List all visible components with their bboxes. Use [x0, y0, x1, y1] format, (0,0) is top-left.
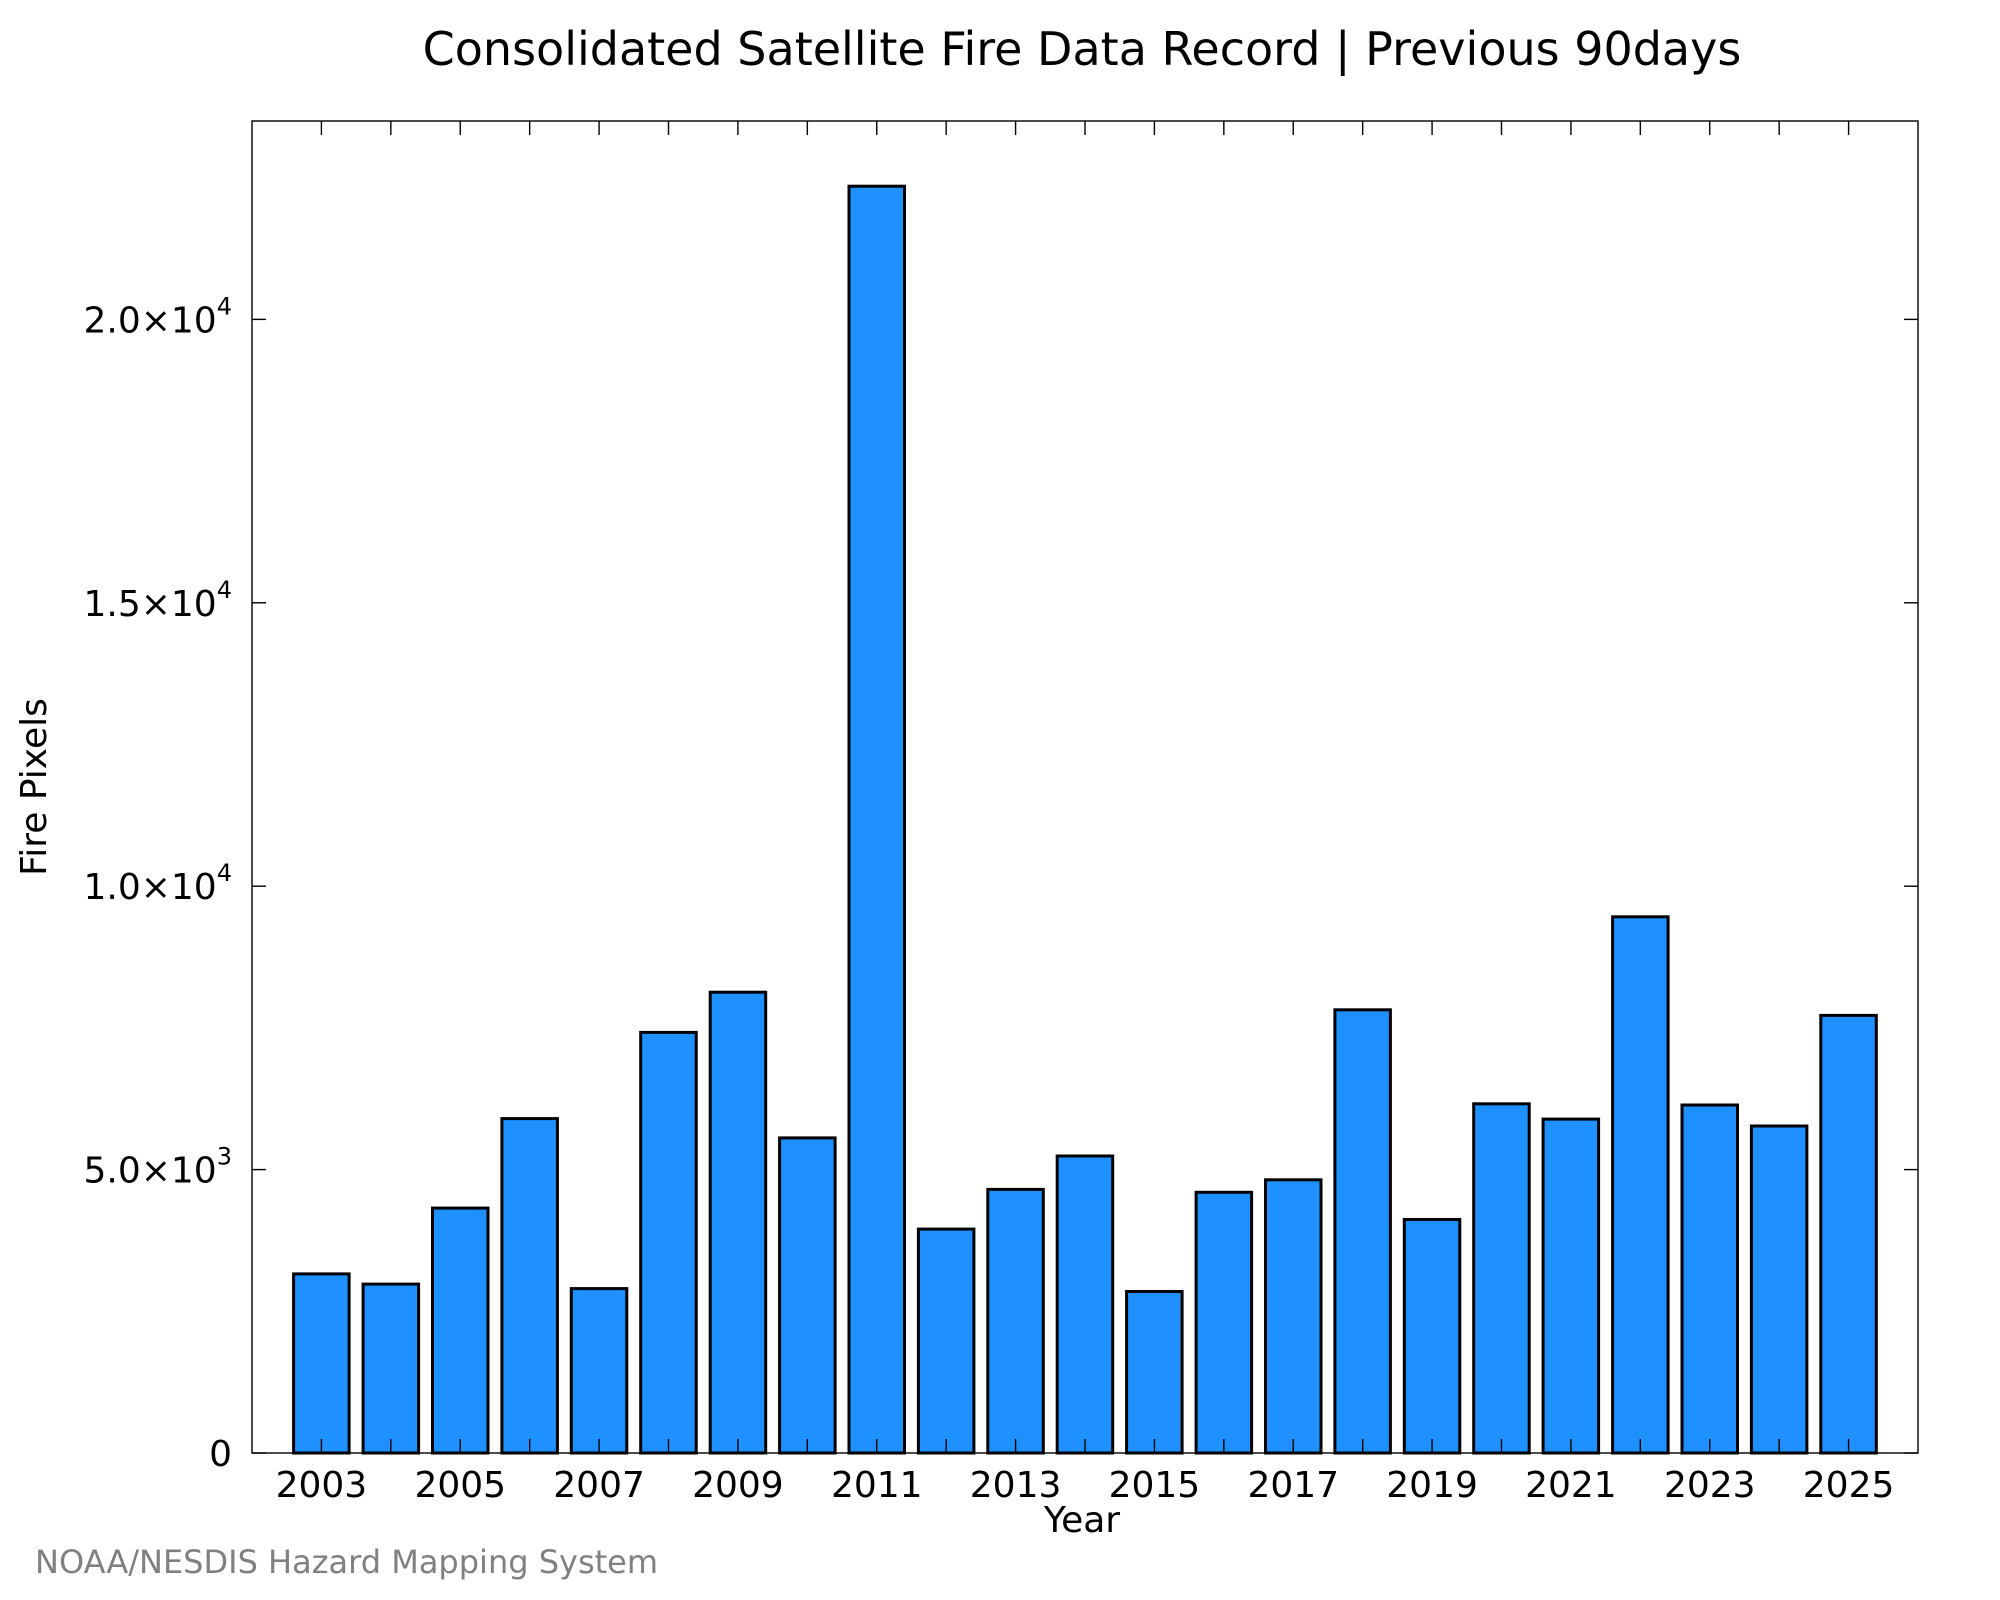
bar-2007 — [569, 1287, 629, 1455]
x-tick-label-2013: 2013 — [970, 1465, 1062, 1506]
y-axis-label: Fire Pixels — [14, 698, 55, 876]
bar-2016 — [1194, 1190, 1254, 1455]
bar-2006 — [500, 1117, 559, 1455]
bar-2023 — [1680, 1103, 1739, 1455]
x-tick-label-2011: 2011 — [831, 1465, 923, 1506]
bar-2008 — [639, 1030, 698, 1455]
bar-2004 — [361, 1282, 421, 1455]
bar-2015 — [1125, 1290, 1184, 1455]
bar-2011 — [847, 184, 906, 1455]
y-tick-label-10000: 1.0×104 — [83, 859, 232, 908]
x-axis-ticks: 2003 2005 2007 2009 2011 2013 2015 2017 2019 2021… — [276, 121, 1895, 1506]
x-tick-label-2005: 2005 — [414, 1465, 506, 1506]
bar-2010 — [778, 1136, 837, 1455]
bar-2003 — [292, 1272, 351, 1455]
x-tick-label-2009: 2009 — [692, 1465, 784, 1506]
bar-2025 — [1819, 1013, 1878, 1455]
bar-2024 — [1749, 1124, 1809, 1455]
x-tick-label-2021: 2021 — [1525, 1465, 1617, 1506]
y-axis-ticks: 0 5.0×103 1.0×104 1.5×104 2.0×104 — [83, 292, 1918, 1475]
y-tick-label-15000: 1.5×104 — [83, 576, 232, 625]
x-tick-label-2025: 2025 — [1803, 1465, 1895, 1506]
bar-2019 — [1402, 1218, 1462, 1455]
credit-text: NOAA/NESDIS Hazard Mapping System — [35, 1543, 658, 1581]
bar-2022 — [1611, 915, 1670, 1455]
bar-2009 — [708, 990, 768, 1455]
y-tick-label-0: 0 — [209, 1434, 232, 1475]
x-tick-label-2007: 2007 — [553, 1465, 645, 1506]
x-tick-label-2003: 2003 — [276, 1465, 368, 1506]
x-axis-label: Year — [1043, 1500, 1120, 1541]
bar-2013 — [986, 1187, 1045, 1455]
bar-2020 — [1472, 1102, 1531, 1455]
y-tick-label-20000: 2.0×104 — [83, 292, 232, 341]
x-tick-label-2019: 2019 — [1386, 1465, 1478, 1506]
x-tick-label-2017: 2017 — [1247, 1465, 1339, 1506]
bar-2014 — [1055, 1154, 1115, 1455]
y-tick-label-5000: 5.0×103 — [83, 1143, 232, 1192]
bars-group — [292, 184, 1878, 1455]
bar-2021 — [1541, 1117, 1601, 1455]
x-tick-label-2023: 2023 — [1664, 1465, 1756, 1506]
bar-2012 — [916, 1227, 976, 1455]
chart-title: Consolidated Satellite Fire Data Record … — [423, 22, 1742, 77]
bar-2018 — [1333, 1008, 1392, 1455]
plot-area: 2003 2005 2007 2009 2011 2013 2015 2017 2019 2021… — [83, 120, 1919, 1506]
x-tick-label-2015: 2015 — [1109, 1465, 1201, 1506]
bar-2005 — [431, 1206, 490, 1455]
bar-2017 — [1264, 1178, 1323, 1455]
